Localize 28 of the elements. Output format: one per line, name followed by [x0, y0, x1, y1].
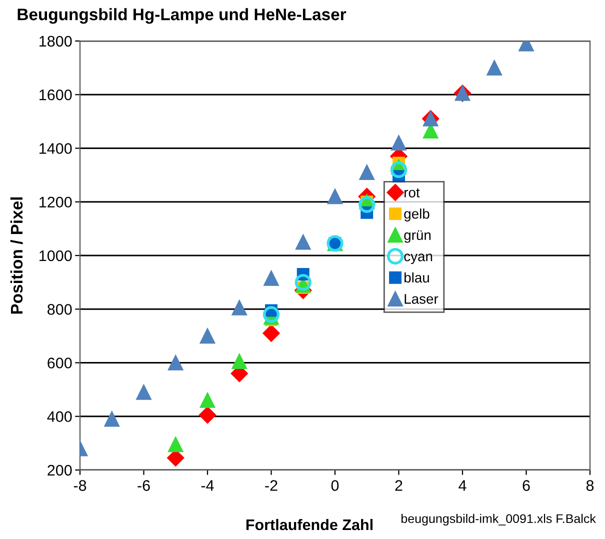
y-tick-label: 200 [48, 464, 72, 476]
x-tick-label: 2 [395, 480, 402, 491]
y-tick-label: 600 [48, 358, 72, 368]
x-tick-label: -2 [265, 480, 278, 491]
x-axis-title: Fortlaufende Zahl [246, 518, 373, 530]
legend-label: Laser [404, 294, 438, 304]
y-tick-label: 1400 [40, 143, 72, 154]
y-tick-label: 1200 [40, 196, 72, 208]
legend-label: grün [404, 230, 431, 243]
y-axis-title: Position / Pixel [10, 197, 23, 314]
x-tick-label: -6 [138, 480, 150, 491]
x-tick-label: 8 [586, 480, 594, 491]
y-tick-label: 1800 [40, 36, 72, 47]
legend-label: cyan [404, 254, 432, 264]
text: beugungsbild-imk_0091.xls F.Balck [402, 514, 596, 526]
y-tick-label: 1600 [40, 89, 72, 100]
x-tick-label: -4 [201, 480, 214, 491]
y-tick-label: 1000 [40, 250, 72, 262]
legend-label: rot [404, 188, 420, 198]
x-tick-label: 4 [458, 480, 466, 491]
legend-label: gelb [404, 208, 430, 222]
chart-title: Beugungsbild Hg-Lampe und HeNe-Laser [18, 8, 346, 24]
y-tick-label: 800 [48, 304, 72, 315]
x-tick-label: -8 [74, 480, 86, 491]
x-tick-label: 0 [331, 480, 339, 491]
x-tick-label: 6 [522, 480, 530, 491]
y-tick-label: 400 [47, 411, 72, 422]
legend-label: blau [404, 272, 429, 283]
